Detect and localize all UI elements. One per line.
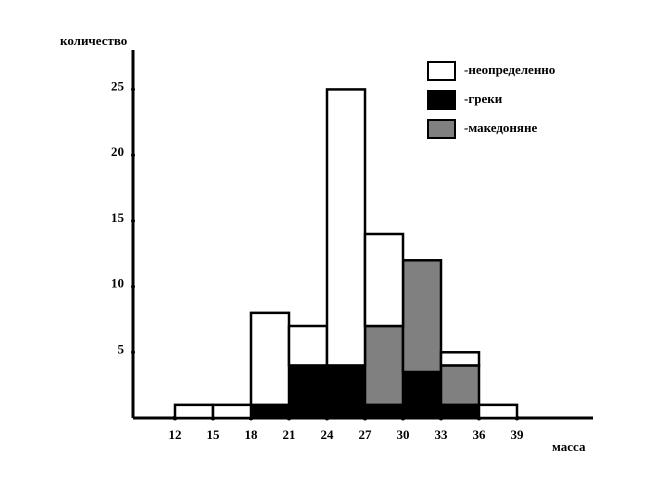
legend-label: -неопределенно [464, 62, 555, 77]
x-tick-label: 24 [321, 427, 335, 442]
bar [439, 403, 481, 420]
y-tick-label: 20 [111, 144, 124, 159]
x-tick-label: 15 [207, 427, 221, 442]
y-tick [131, 218, 135, 223]
bar [363, 324, 405, 407]
x-tick-label: 30 [397, 427, 410, 442]
x-tick-label: 21 [283, 427, 296, 442]
y-tick-label: 5 [118, 341, 125, 356]
y-tick [131, 153, 135, 158]
legend-swatch [427, 119, 456, 139]
y-tick-label: 25 [111, 78, 125, 93]
bar [401, 259, 443, 374]
bar [249, 311, 291, 407]
bar [287, 324, 329, 367]
legend-swatch [427, 61, 456, 81]
x-tick-label: 33 [435, 427, 449, 442]
y-tick-label: 10 [111, 276, 124, 291]
x-tick-label: 12 [169, 427, 182, 442]
bar [363, 232, 405, 328]
y-axis-label: количество [60, 33, 127, 48]
y-tick [131, 284, 135, 289]
x-tick-label: 27 [359, 427, 373, 442]
x-axis-label: масса [552, 439, 586, 454]
bar [477, 403, 519, 420]
bar [363, 403, 405, 420]
bar [325, 88, 367, 367]
y-tick-label: 15 [111, 210, 125, 225]
x-tick-label: 18 [245, 427, 259, 442]
bar [249, 403, 291, 420]
bar [287, 364, 329, 420]
legend-label: -греки [464, 91, 503, 106]
bar [439, 364, 481, 407]
bar [439, 351, 481, 367]
x-tick-label: 39 [511, 427, 525, 442]
legend-swatch [427, 90, 456, 110]
bar [211, 403, 253, 420]
bar [173, 403, 215, 420]
x-tick-label: 36 [473, 427, 487, 442]
bar [401, 370, 443, 420]
y-tick [131, 350, 135, 355]
bar [325, 364, 367, 420]
legend-label: -македоняне [464, 120, 537, 135]
y-tick [131, 87, 135, 92]
